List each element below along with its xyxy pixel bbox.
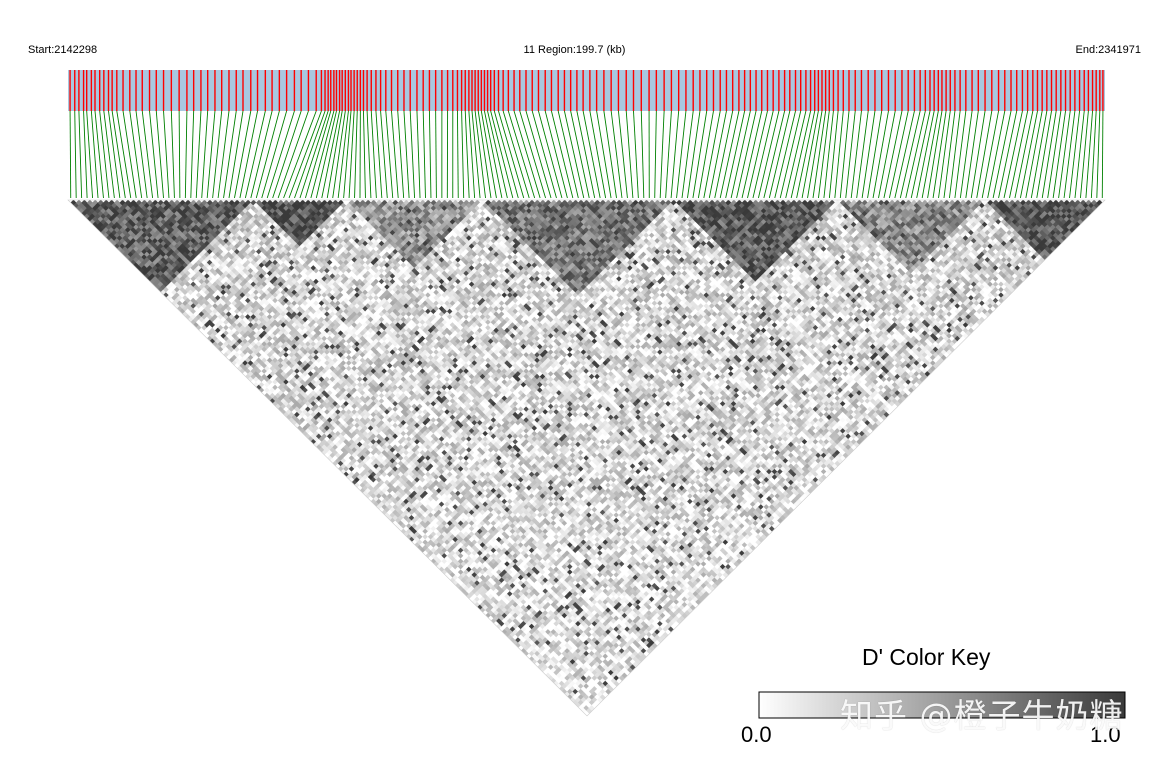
snp-track-background — [68, 70, 1105, 111]
ld-heatmap-cells — [70, 200, 1102, 717]
